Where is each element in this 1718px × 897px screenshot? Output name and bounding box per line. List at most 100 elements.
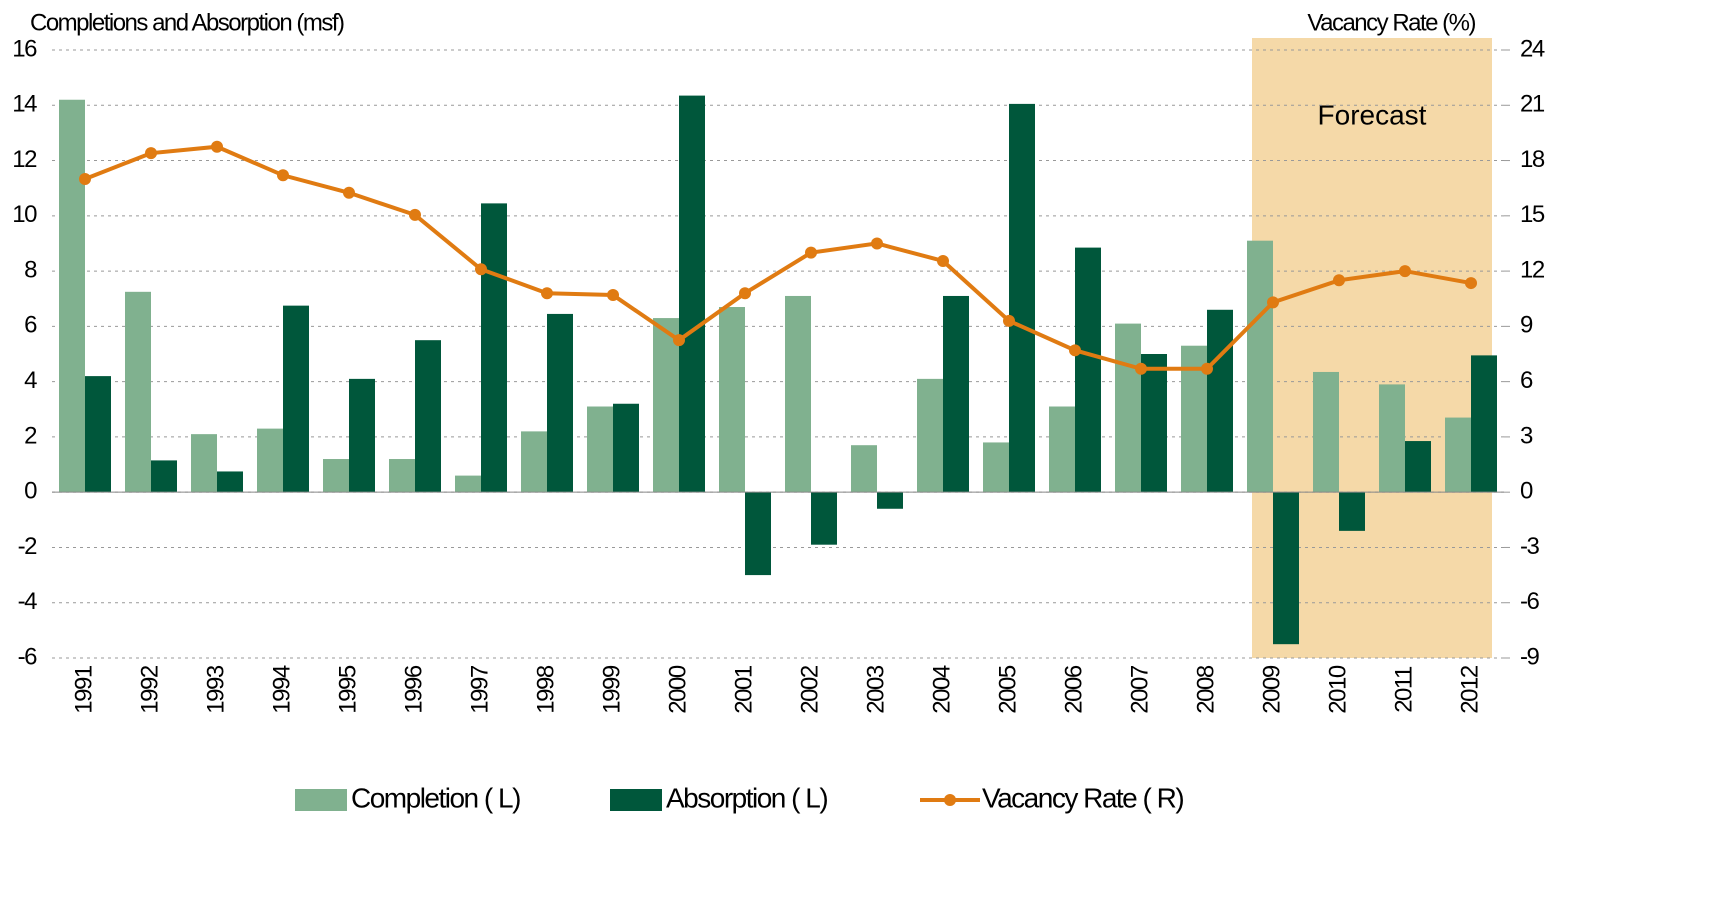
x-tick-label: 1996 <box>400 665 427 714</box>
y-tick-label: 10 <box>12 201 37 228</box>
line-point <box>937 254 949 267</box>
x-tick-label: 2009 <box>1258 665 1285 714</box>
y2-tick-label: 3 <box>1520 422 1533 449</box>
legend-label: Completion ( L) <box>351 782 520 813</box>
bar <box>745 492 771 576</box>
x-tick-label: 2008 <box>1192 665 1219 714</box>
y2-tick-label: 24 <box>1520 35 1545 62</box>
x-tick-label: 2005 <box>994 665 1021 714</box>
x-tick-label: 1997 <box>466 665 493 714</box>
bar <box>455 475 481 493</box>
bar <box>1313 371 1339 493</box>
bar <box>1405 441 1431 493</box>
x-tick-label: 2010 <box>1324 665 1351 714</box>
x-tick-label: 2011 <box>1390 666 1417 713</box>
x-tick-label: 1999 <box>598 665 625 714</box>
line <box>84 144 1472 371</box>
line-point <box>1201 362 1213 375</box>
bar <box>1273 492 1299 645</box>
bar <box>151 460 177 493</box>
line-point <box>1069 344 1081 357</box>
bar <box>851 445 877 493</box>
x-tick-label: 2004 <box>928 665 955 714</box>
bar <box>481 203 507 493</box>
legend-swatch <box>610 789 662 811</box>
y-tick-label: -2 <box>18 533 37 560</box>
bar <box>917 378 943 493</box>
x-tick-label: 2006 <box>1060 665 1087 714</box>
legend-label: Vacancy Rate ( R) <box>982 782 1183 813</box>
x-tick-label: 1992 <box>136 665 163 714</box>
y2-tick-label: 18 <box>1520 146 1545 173</box>
y-tick-label: 8 <box>24 256 37 283</box>
bar <box>943 295 969 493</box>
x-tick-label: 1991 <box>70 665 97 714</box>
x-tick-label: 2007 <box>1126 665 1153 714</box>
y2-tick-label: 21 <box>1520 91 1545 118</box>
x-tick-label: 1994 <box>268 665 295 714</box>
line-point <box>1399 265 1411 278</box>
bar <box>1009 103 1035 493</box>
y2-axis-title: Vacancy Rate (%) <box>1307 9 1475 36</box>
bar <box>59 99 85 493</box>
line-point <box>79 172 91 185</box>
y-tick-label: 2 <box>24 422 37 449</box>
x-tick-label: 2003 <box>862 665 889 714</box>
bar <box>1115 323 1141 493</box>
line-point <box>739 287 751 300</box>
line-point <box>145 147 157 160</box>
bar <box>1049 406 1075 493</box>
y-tick-label: -6 <box>18 643 37 670</box>
legend-marker <box>944 794 956 806</box>
bar <box>217 471 243 493</box>
line-point <box>673 334 685 347</box>
bar <box>785 295 811 493</box>
bar <box>1207 309 1233 493</box>
bar <box>811 492 837 545</box>
bar <box>719 307 745 493</box>
bar <box>653 318 679 493</box>
x-tick-label: 2012 <box>1456 665 1483 714</box>
bar <box>547 313 573 493</box>
y2-tick-label: -3 <box>1520 533 1539 560</box>
y-tick-label: 16 <box>12 35 37 62</box>
y2-tick-label: -6 <box>1520 588 1539 615</box>
line-point <box>409 208 421 221</box>
line-point <box>1333 274 1345 287</box>
x-tick-label: 1993 <box>202 665 229 714</box>
x-tick-label: 2001 <box>730 665 757 714</box>
y-tick-label: 6 <box>24 312 37 339</box>
x-tick-label: 1995 <box>334 665 361 714</box>
bar <box>323 459 349 493</box>
bar <box>1471 355 1497 493</box>
bar <box>521 431 547 493</box>
bar <box>415 340 441 493</box>
bar <box>257 428 283 493</box>
y-tick-label: 0 <box>24 478 37 505</box>
y-tick-label: 12 <box>12 146 37 173</box>
legend-swatch <box>295 789 347 811</box>
line-point <box>211 140 223 153</box>
bar <box>877 492 903 509</box>
y-tick-label: -4 <box>18 588 37 615</box>
y2-tick-label: 15 <box>1520 201 1545 228</box>
x-tick-label: 2002 <box>796 665 823 714</box>
y-tick-label: 4 <box>24 367 37 394</box>
x-tick-label: 2000 <box>664 665 691 714</box>
bar <box>587 406 613 493</box>
line-point <box>1267 296 1279 309</box>
line-point <box>475 263 487 276</box>
bar <box>1075 247 1101 493</box>
line-point <box>1465 277 1477 290</box>
x-tick-label: 1998 <box>532 665 559 714</box>
bar <box>1339 492 1365 531</box>
bar <box>85 376 111 493</box>
line-point <box>871 237 883 250</box>
bar <box>1379 384 1405 493</box>
line-point <box>607 289 619 302</box>
bar <box>191 434 217 493</box>
y2-tick-label: 9 <box>1520 312 1533 339</box>
legend-label: Absorption ( L) <box>666 782 827 813</box>
bar <box>125 291 151 493</box>
y-axis-title: Completions and Absorption (msf) <box>30 9 344 36</box>
